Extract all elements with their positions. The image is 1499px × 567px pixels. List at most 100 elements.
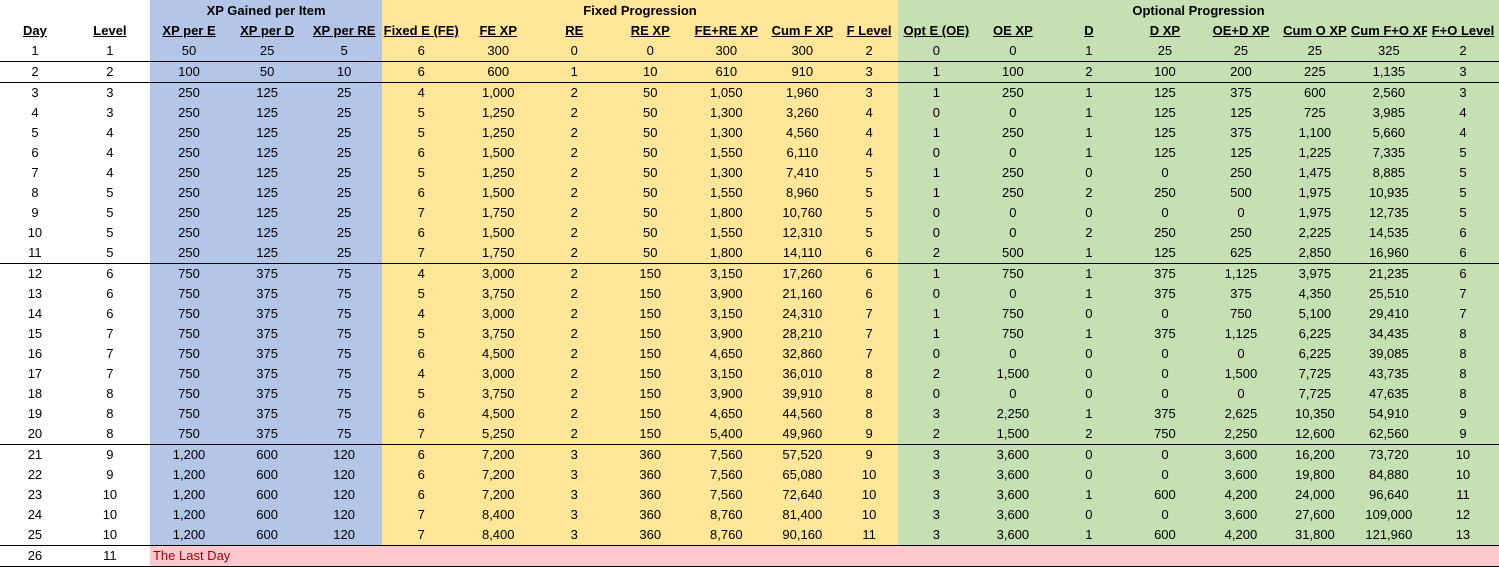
table-cell[interactable]: 375 (1126, 263, 1203, 284)
table-cell[interactable]: 250 (974, 82, 1051, 103)
table-cell[interactable]: 3 (897, 404, 975, 424)
table-cell[interactable]: 6,225 (1278, 324, 1351, 344)
table-cell[interactable]: 0 (897, 41, 975, 62)
table-cell[interactable]: 21 (0, 444, 70, 465)
table-cell[interactable]: 7 (69, 364, 150, 384)
table-cell[interactable]: 0 (974, 284, 1051, 304)
table-cell[interactable]: 750 (1202, 304, 1279, 324)
table-cell[interactable]: 0 (1202, 203, 1279, 223)
table-cell[interactable]: 5 (840, 203, 898, 223)
table-cell[interactable]: 24 (0, 505, 70, 525)
table-cell[interactable]: 10 (1426, 444, 1499, 465)
last-day-note[interactable]: The Last Day (149, 545, 1499, 567)
table-cell[interactable]: 9 (1426, 424, 1499, 445)
table-cell[interactable]: 2 (536, 103, 613, 123)
table-cell[interactable]: 9 (840, 424, 898, 445)
table-cell[interactable]: 3 (536, 465, 613, 485)
table-cell[interactable]: 1,800 (688, 203, 765, 223)
table-cell[interactable]: 1,475 (1278, 163, 1351, 183)
table-cell[interactable]: 4 (382, 364, 461, 384)
table-cell[interactable]: 1,200 (149, 485, 229, 505)
table-cell[interactable]: 31,800 (1278, 525, 1351, 546)
table-cell[interactable]: 150 (612, 344, 689, 364)
table-cell[interactable]: 6 (69, 304, 150, 324)
table-cell[interactable]: 3,900 (688, 284, 765, 304)
table-cell[interactable]: 3,000 (460, 263, 537, 284)
table-cell[interactable]: 4 (382, 263, 461, 284)
table-cell[interactable]: 360 (612, 465, 689, 485)
table-cell[interactable]: 150 (612, 284, 689, 304)
table-cell[interactable]: 0 (1126, 163, 1203, 183)
table-cell[interactable]: 0 (974, 344, 1051, 364)
table-cell[interactable]: 1,135 (1350, 61, 1427, 83)
table-cell[interactable]: 4 (840, 103, 898, 123)
table-cell[interactable]: 2,625 (1202, 404, 1279, 424)
table-cell[interactable]: 1,960 (764, 82, 841, 103)
table-cell[interactable]: 5 (69, 203, 150, 223)
table-cell[interactable]: 0 (1126, 203, 1203, 223)
table-cell[interactable]: 13 (0, 284, 70, 304)
table-cell[interactable]: 250 (1202, 223, 1279, 243)
table-cell[interactable]: 1,550 (688, 183, 765, 203)
table-cell[interactable]: 1,200 (149, 525, 229, 546)
table-cell[interactable]: 3 (897, 485, 975, 505)
table-cell[interactable]: 625 (1202, 243, 1279, 264)
table-cell[interactable]: 7,725 (1278, 384, 1351, 404)
table-cell[interactable]: 3,600 (974, 505, 1051, 525)
table-cell[interactable]: 12 (1426, 505, 1499, 525)
column-header[interactable]: RE XP (612, 21, 689, 41)
table-cell[interactable]: 21,235 (1350, 263, 1427, 284)
table-cell[interactable]: 14,535 (1350, 223, 1427, 243)
table-cell[interactable]: 1,550 (688, 143, 765, 163)
table-cell[interactable]: 360 (612, 444, 689, 465)
table-cell[interactable]: 4,200 (1202, 525, 1279, 546)
table-cell[interactable]: 375 (1126, 404, 1203, 424)
table-cell[interactable]: 2 (897, 364, 975, 384)
table-cell[interactable]: 6 (69, 263, 150, 284)
table-cell[interactable]: 250 (974, 123, 1051, 143)
table-cell[interactable]: 3,750 (460, 384, 537, 404)
table-cell[interactable]: 0 (1050, 444, 1127, 465)
table-cell[interactable]: 8 (69, 424, 150, 445)
table-cell[interactable]: 5 (382, 103, 461, 123)
table-cell[interactable]: 3,600 (1202, 465, 1279, 485)
table-cell[interactable]: 73,720 (1350, 444, 1427, 465)
table-cell[interactable]: 1 (1050, 243, 1127, 264)
table-cell[interactable]: 1,000 (460, 82, 537, 103)
table-cell[interactable]: 1,500 (1202, 364, 1279, 384)
table-cell[interactable]: 75 (306, 424, 383, 445)
table-cell[interactable]: 7,560 (688, 485, 765, 505)
table-cell[interactable]: 21,160 (764, 284, 841, 304)
table-cell[interactable]: 1,800 (688, 243, 765, 264)
table-cell[interactable]: 29,410 (1350, 304, 1427, 324)
table-cell[interactable]: 23 (0, 485, 70, 505)
table-cell[interactable]: 600 (228, 525, 307, 546)
table-cell[interactable]: 7 (382, 243, 461, 264)
table-cell[interactable]: 750 (149, 364, 229, 384)
table-cell[interactable]: 120 (306, 465, 383, 485)
table-cell[interactable]: 2 (1050, 61, 1127, 83)
table-cell[interactable]: 19 (0, 404, 70, 424)
table-cell[interactable]: 17,260 (764, 263, 841, 284)
table-cell[interactable]: 12,600 (1278, 424, 1351, 445)
table-cell[interactable]: 5 (69, 243, 150, 264)
table-cell[interactable]: 6,225 (1278, 344, 1351, 364)
table-cell[interactable]: 100 (1126, 61, 1203, 83)
table-cell[interactable]: 125 (228, 143, 307, 163)
table-cell[interactable]: 150 (612, 324, 689, 344)
table-cell[interactable]: 0 (1050, 163, 1127, 183)
table-cell[interactable]: 6 (840, 243, 898, 264)
table-cell[interactable]: 150 (612, 424, 689, 445)
table-cell[interactable]: 150 (612, 263, 689, 284)
table-cell[interactable]: 75 (306, 404, 383, 424)
table-cell[interactable]: 12 (0, 263, 70, 284)
table-cell[interactable]: 1,500 (460, 143, 537, 163)
table-cell[interactable]: 150 (612, 364, 689, 384)
table-cell[interactable]: 250 (974, 163, 1051, 183)
table-cell[interactable]: 3,150 (688, 263, 765, 284)
table-cell[interactable]: 6 (840, 263, 898, 284)
table-cell[interactable]: 2 (536, 384, 613, 404)
table-cell[interactable]: 3,000 (460, 364, 537, 384)
table-cell[interactable]: 25 (306, 123, 383, 143)
table-cell[interactable]: 120 (306, 485, 383, 505)
